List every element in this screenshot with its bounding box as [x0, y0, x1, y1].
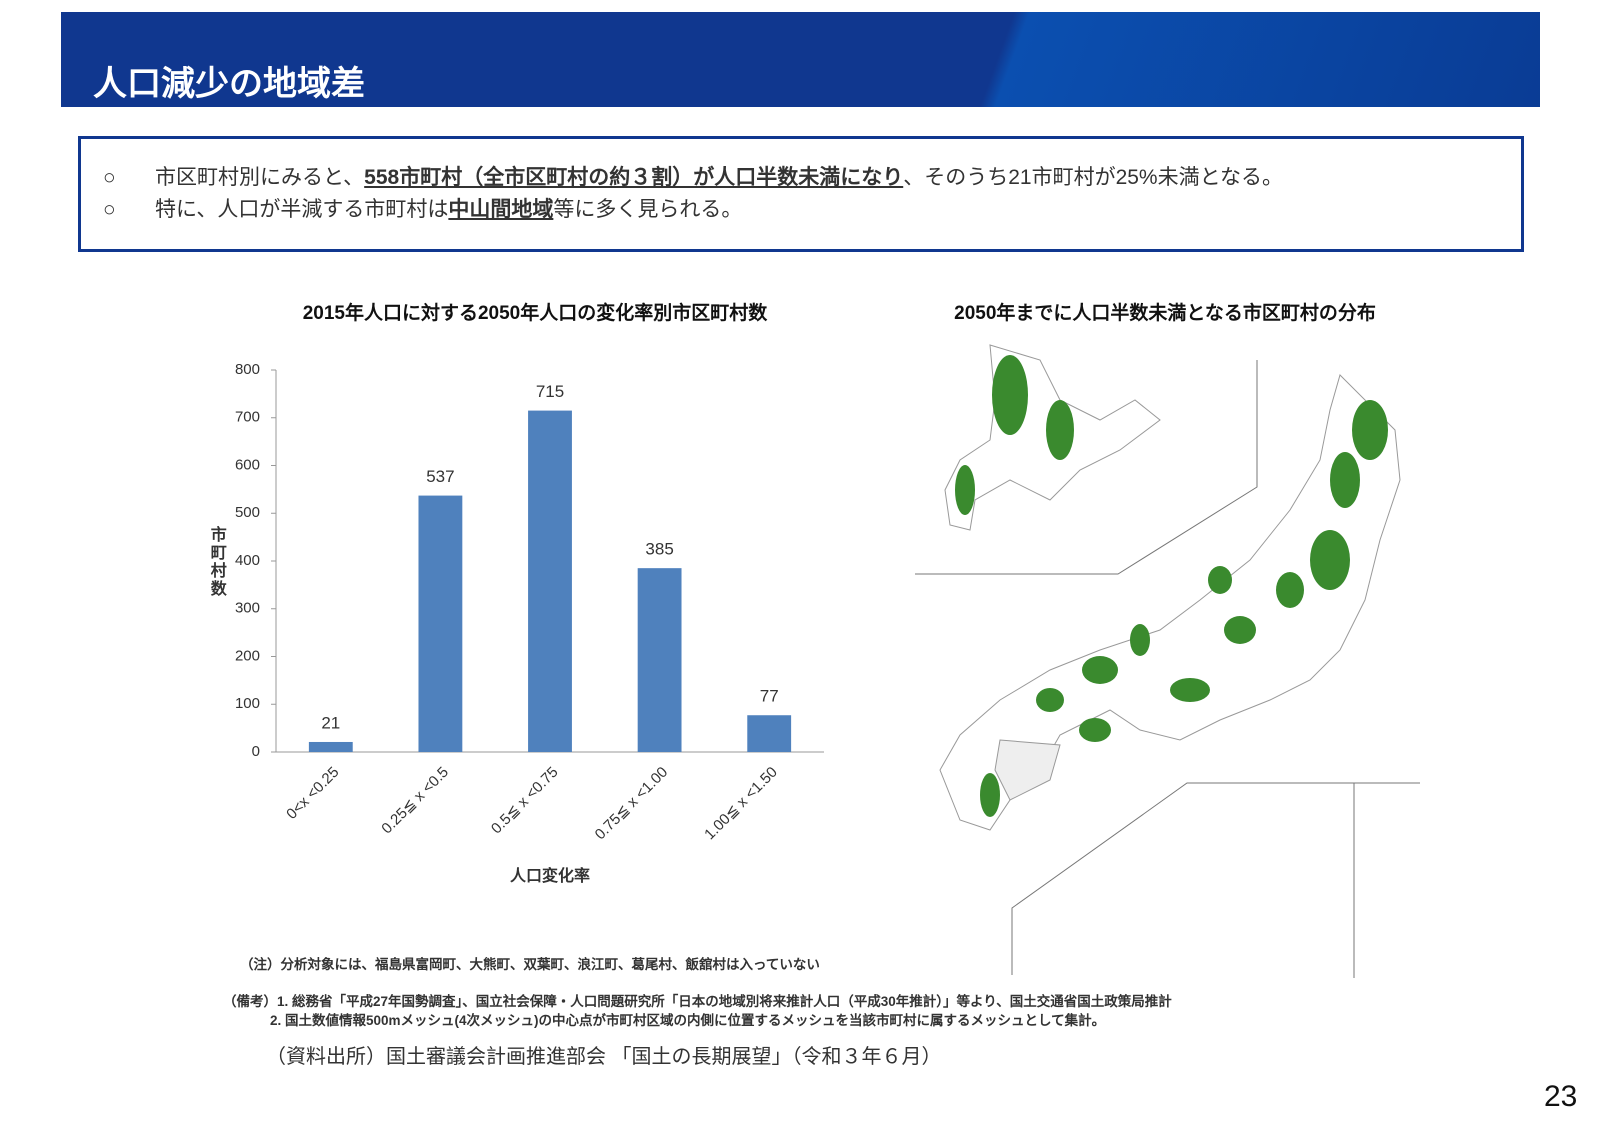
y-tick-label: 700: [235, 409, 260, 426]
bar: [308, 741, 353, 752]
text: 特に、人口が半減する市町村は: [155, 198, 449, 221]
page-number: 23: [1544, 1080, 1578, 1113]
bar: [528, 410, 572, 752]
emphasis: 中山間地域: [448, 198, 554, 221]
x-tick-label: 1.00≦ x <1.50: [701, 764, 781, 844]
y-tick-label: 500: [235, 504, 260, 521]
y-tick-label: 400: [235, 552, 260, 569]
bar: [637, 568, 682, 752]
bullet: ○ 市区町村別にみると、558市町村（全市区町村の約３割）が人口半数未満になり、そ…: [103, 161, 1283, 191]
bar: [418, 495, 463, 752]
note: （注）分析対象には、福島県富岡町、大熊町、双葉町、浪江町、葛尾村、飯舘村は入って…: [240, 957, 820, 972]
y-tick-label: 600: [235, 456, 260, 473]
x-tick-label: 0.75≦ x <1.00: [592, 764, 672, 844]
chart-title: 2015年人口に対する2050年人口の変化率別市区町村数: [303, 301, 769, 324]
map-inset-frame: [915, 360, 1420, 978]
y-tick-label: 800: [235, 361, 260, 378]
bullet-marker: ○: [103, 166, 116, 189]
y-tick-label: 100: [235, 695, 260, 712]
emphasis: 558市町村（全市区町村の約３割）が人口半数未満になり: [364, 166, 904, 189]
x-axis-title: 人口変化率: [510, 866, 590, 885]
map-highlight: [955, 355, 1388, 817]
text: 、そのうち21市町村が25%未満となる。: [903, 166, 1283, 189]
x-tick-label: 0.5≦ x <0.75: [488, 764, 562, 838]
y-tick-label: 200: [235, 647, 260, 664]
data-label: 715: [536, 382, 564, 401]
note: 2. 国土数値情報500mメッシュ(4次メッシュ)の中心点が市町村区域の内側に位…: [270, 1013, 1106, 1028]
map-title: 2050年までに人口半数未満となる市区町村の分布: [954, 301, 1376, 324]
bar: [747, 715, 792, 752]
x-tick-label: 0<x <0.25: [283, 764, 342, 823]
note: （備考）1. 総務省「平成27年国勢調査」、国立社会保障・人口問題研究所「日本の…: [223, 994, 1172, 1009]
summary-box: ○ 市区町村別にみると、558市町村（全市区町村の約３割）が人口半数未満になり、そ…: [78, 136, 1524, 252]
y-tick-label: 0: [252, 743, 260, 760]
bullet-marker: ○: [103, 198, 116, 221]
data-label: 385: [645, 540, 673, 559]
data-label: 77: [760, 687, 779, 706]
y-axis-title: 市町村数: [208, 525, 227, 598]
header: 人口減少の地域差: [61, 12, 1540, 107]
source: （資料出所）国土審議会計画推進部会 「国土の長期展望」（令和３年６月）: [266, 1046, 942, 1068]
text: 市区町村別にみると、: [155, 166, 365, 189]
text: 等に多く見られる。: [553, 198, 743, 221]
data-label: 537: [426, 467, 454, 486]
x-tick-label: 0.25≦ x <0.5: [378, 764, 452, 838]
y-tick-label: 300: [235, 600, 260, 617]
header-title: 人口減少の地域差: [93, 65, 365, 103]
bullet: ○ 特に、人口が半減する市町村は中山間地域等に多く見られる。: [103, 193, 742, 223]
data-label: 21: [321, 713, 340, 732]
